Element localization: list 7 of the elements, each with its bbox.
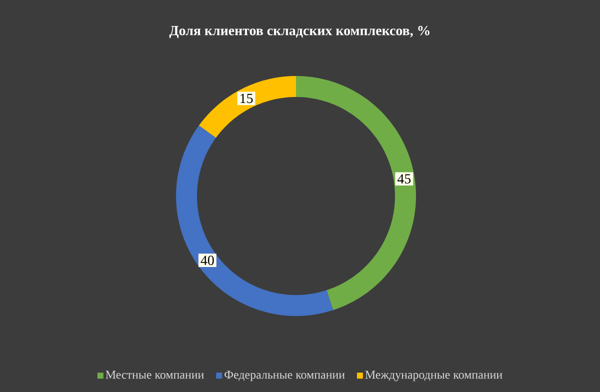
data-label: 40	[200, 256, 214, 266]
legend-label: Местные компании	[106, 370, 204, 379]
data-label: 45	[397, 174, 411, 184]
legend-label: Федеральные компании	[224, 370, 345, 382]
chart-title: Доля клиентов складских комплексов, %	[169, 26, 430, 38]
data-label: 15	[240, 94, 253, 104]
legend-label: Международные компании	[365, 370, 502, 382]
